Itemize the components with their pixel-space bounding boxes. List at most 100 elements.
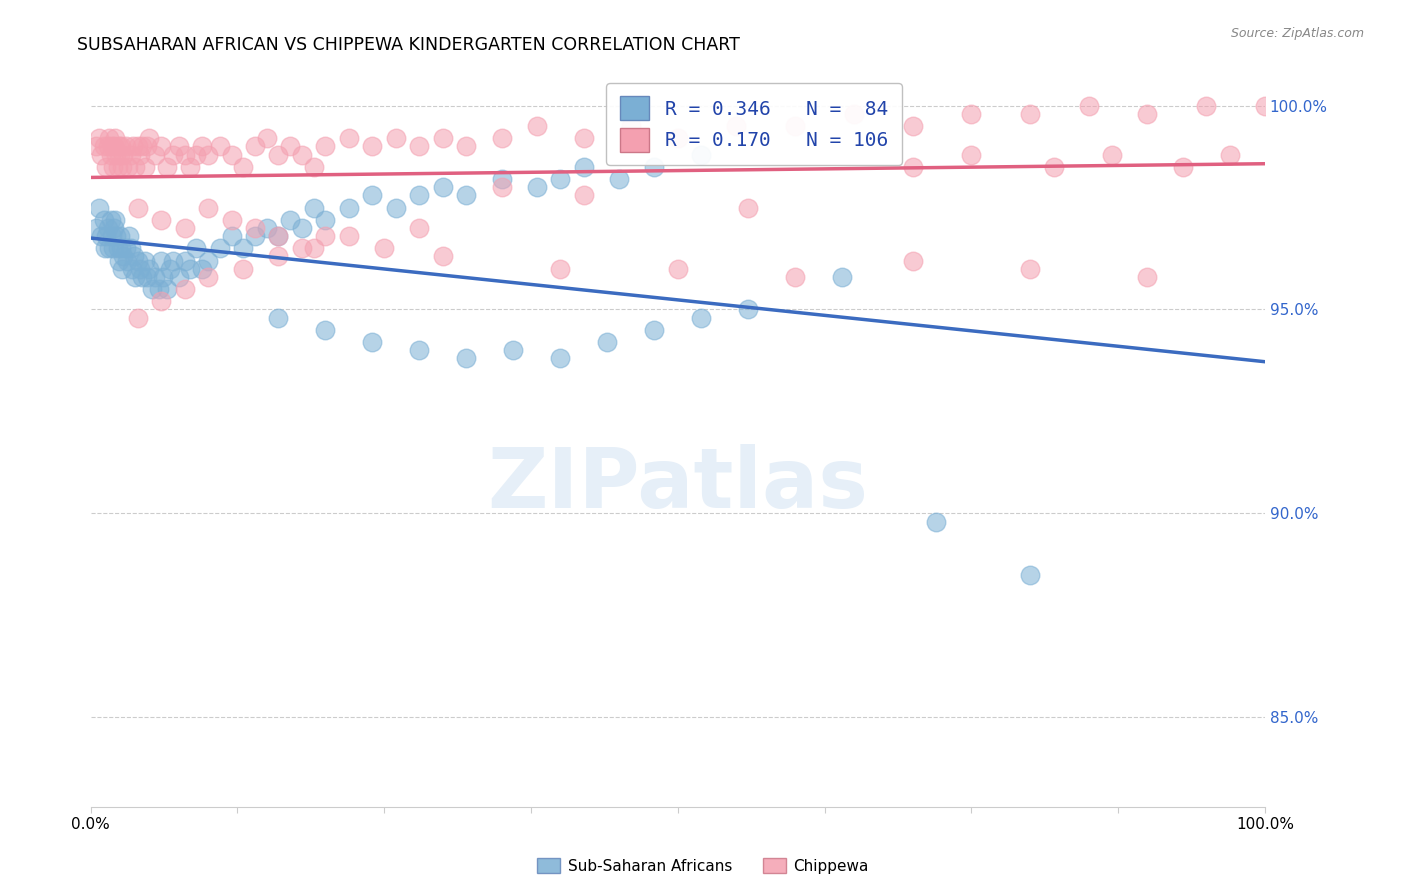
- Point: [302, 160, 325, 174]
- Point: [98, 131, 121, 145]
- Point: [243, 229, 266, 244]
- Point: [1077, 98, 1099, 112]
- Point: [1254, 98, 1277, 112]
- Point: [666, 261, 689, 276]
- Point: [221, 229, 243, 244]
- Point: [232, 160, 254, 174]
- Point: [643, 323, 665, 337]
- Point: [112, 250, 135, 264]
- Point: [197, 147, 219, 161]
- Point: [267, 250, 290, 264]
- Point: [134, 253, 156, 268]
- Point: [314, 323, 336, 337]
- Point: [101, 241, 124, 255]
- Point: [361, 188, 384, 202]
- Point: [115, 253, 138, 268]
- Point: [267, 147, 290, 161]
- Point: [107, 160, 129, 174]
- Point: [162, 147, 184, 161]
- Point: [737, 302, 759, 317]
- Point: [1136, 107, 1159, 121]
- Point: [122, 250, 145, 264]
- Point: [141, 282, 163, 296]
- Point: [104, 212, 127, 227]
- Point: [502, 343, 524, 358]
- Point: [432, 180, 454, 194]
- Point: [725, 119, 748, 133]
- Point: [110, 241, 132, 255]
- Point: [337, 131, 360, 145]
- Point: [87, 131, 110, 145]
- Point: [408, 343, 430, 358]
- Point: [607, 172, 630, 186]
- Legend: R = 0.346   N =  84, R = 0.170   N = 106: R = 0.346 N = 84, R = 0.170 N = 106: [606, 83, 901, 165]
- Point: [156, 160, 179, 174]
- Point: [173, 147, 195, 161]
- Point: [901, 119, 924, 133]
- Point: [93, 139, 115, 153]
- Point: [737, 201, 759, 215]
- Point: [925, 515, 948, 529]
- Point: [526, 180, 548, 194]
- Point: [143, 147, 166, 161]
- Point: [596, 335, 619, 350]
- Point: [267, 229, 290, 244]
- Point: [138, 131, 160, 145]
- Point: [191, 139, 214, 153]
- Point: [94, 229, 117, 244]
- Point: [90, 229, 112, 244]
- Point: [124, 269, 146, 284]
- Point: [186, 147, 208, 161]
- Point: [100, 212, 122, 227]
- Point: [150, 253, 173, 268]
- Point: [842, 107, 865, 121]
- Point: [118, 229, 141, 244]
- Point: [105, 147, 128, 161]
- Point: [385, 201, 408, 215]
- Point: [112, 147, 135, 161]
- Point: [124, 160, 146, 174]
- Point: [361, 139, 384, 153]
- Point: [572, 160, 595, 174]
- Point: [666, 131, 689, 145]
- Point: [901, 160, 924, 174]
- Point: [173, 253, 195, 268]
- Point: [101, 160, 124, 174]
- Point: [314, 229, 336, 244]
- Point: [232, 241, 254, 255]
- Point: [179, 160, 201, 174]
- Point: [302, 241, 325, 255]
- Point: [127, 253, 149, 268]
- Point: [131, 269, 153, 284]
- Point: [1171, 160, 1194, 174]
- Point: [120, 241, 142, 255]
- Point: [314, 212, 336, 227]
- Point: [690, 310, 713, 325]
- Point: [107, 139, 129, 153]
- Point: [97, 221, 120, 235]
- Point: [186, 241, 208, 255]
- Point: [291, 221, 314, 235]
- Point: [98, 241, 121, 255]
- Point: [162, 253, 184, 268]
- Point: [408, 139, 430, 153]
- Point: [1019, 107, 1042, 121]
- Point: [120, 147, 142, 161]
- Point: [1195, 98, 1218, 112]
- Point: [291, 147, 314, 161]
- Point: [337, 201, 360, 215]
- Point: [1019, 261, 1042, 276]
- Point: [115, 139, 138, 153]
- Point: [173, 282, 195, 296]
- Point: [432, 250, 454, 264]
- Point: [143, 269, 166, 284]
- Point: [173, 221, 195, 235]
- Point: [108, 229, 131, 244]
- Point: [572, 131, 595, 145]
- Point: [127, 139, 149, 153]
- Point: [131, 139, 153, 153]
- Point: [960, 147, 983, 161]
- Text: SUBSAHARAN AFRICAN VS CHIPPEWA KINDERGARTEN CORRELATION CHART: SUBSAHARAN AFRICAN VS CHIPPEWA KINDERGAR…: [77, 36, 740, 54]
- Point: [197, 253, 219, 268]
- Point: [129, 147, 152, 161]
